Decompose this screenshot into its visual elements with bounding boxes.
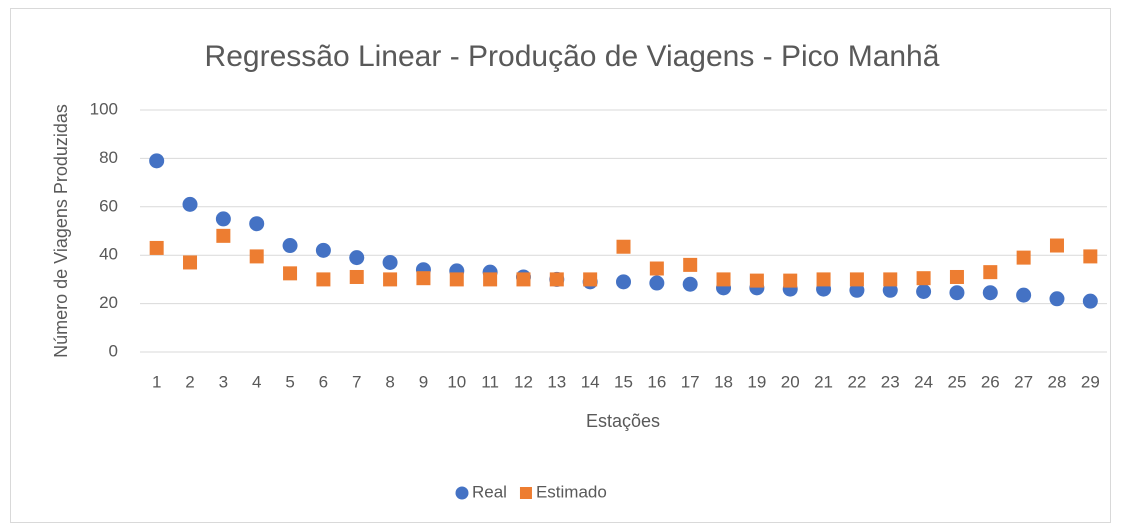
marker xyxy=(382,254,398,270)
marker xyxy=(1082,293,1098,309)
x-tick-label: 14 xyxy=(581,372,600,391)
x-tick-label: 25 xyxy=(947,372,966,391)
x-tick-label: 9 xyxy=(419,372,428,391)
x-tick-label: 8 xyxy=(385,372,394,391)
x-tick-label: 13 xyxy=(547,372,566,391)
x-tick-label: 11 xyxy=(481,372,499,391)
marker xyxy=(149,153,165,169)
marker xyxy=(849,272,864,287)
marker xyxy=(949,269,964,284)
legend-marker xyxy=(455,486,469,500)
marker xyxy=(483,272,498,287)
x-tick-label: 21 xyxy=(814,372,833,391)
x-tick-label: 1 xyxy=(152,372,161,391)
x-tick-label: 17 xyxy=(681,372,700,391)
marker xyxy=(449,272,464,287)
marker xyxy=(1016,250,1031,265)
marker xyxy=(682,276,698,292)
x-tick-label: 18 xyxy=(714,372,733,391)
x-axis-title: Estações xyxy=(586,411,660,431)
x-tick-label: 24 xyxy=(914,372,933,391)
x-tick-label: 2 xyxy=(185,372,194,391)
marker xyxy=(315,242,331,258)
marker xyxy=(649,261,664,276)
marker xyxy=(649,275,665,291)
x-tick-label: 19 xyxy=(747,372,766,391)
marker xyxy=(249,216,265,232)
x-tick-label: 3 xyxy=(219,372,228,391)
y-tick-label: 20 xyxy=(99,293,118,312)
x-tick-label: 5 xyxy=(285,372,294,391)
marker xyxy=(549,272,564,287)
marker xyxy=(616,274,631,290)
marker xyxy=(916,284,932,299)
y-tick-label: 0 xyxy=(109,341,118,360)
marker xyxy=(882,282,898,298)
x-tick-label: 20 xyxy=(781,372,800,391)
x-tick-label: 4 xyxy=(252,372,261,391)
marker xyxy=(949,285,965,301)
marker xyxy=(916,271,931,286)
x-tick-label: 7 xyxy=(352,372,361,391)
marker xyxy=(716,272,731,287)
x-tick-label: 23 xyxy=(881,372,900,391)
marker xyxy=(283,266,298,281)
marker xyxy=(416,271,431,286)
x-tick-label: 15 xyxy=(614,372,633,391)
legend-label: Real xyxy=(472,482,507,501)
legend-label: Estimado xyxy=(536,482,607,501)
marker xyxy=(849,282,865,298)
marker xyxy=(349,250,365,266)
marker xyxy=(282,238,298,254)
marker xyxy=(783,273,798,288)
marker xyxy=(883,272,898,287)
marker xyxy=(249,249,264,264)
marker xyxy=(616,239,631,254)
marker xyxy=(216,228,231,243)
marker xyxy=(183,255,198,270)
x-tick-label: 28 xyxy=(1048,372,1067,391)
y-tick-label: 80 xyxy=(99,148,118,167)
x-tick-label: 12 xyxy=(514,372,533,391)
chart-border xyxy=(10,8,1111,523)
legend-marker xyxy=(519,487,532,499)
x-tick-label: 16 xyxy=(647,372,666,391)
marker xyxy=(516,272,531,287)
x-tick-label: 6 xyxy=(319,372,328,391)
marker xyxy=(583,272,598,287)
x-tick-label: 26 xyxy=(981,372,1000,391)
x-tick-label: 29 xyxy=(1081,372,1100,391)
marker xyxy=(683,257,698,272)
marker xyxy=(749,273,764,288)
marker xyxy=(182,196,198,212)
marker xyxy=(983,265,998,280)
marker xyxy=(816,272,831,287)
marker xyxy=(982,285,998,301)
y-tick-label: 40 xyxy=(99,245,118,264)
y-tick-label: 100 xyxy=(90,99,118,118)
x-tick-label: 10 xyxy=(447,372,466,391)
x-tick-label: 27 xyxy=(1014,372,1033,391)
x-tick-label: 22 xyxy=(847,372,866,391)
marker xyxy=(349,269,364,284)
marker xyxy=(383,272,398,287)
y-axis-title: Número de Viagens Produzidas xyxy=(51,104,71,358)
marker xyxy=(316,272,331,287)
marker xyxy=(1049,291,1065,307)
marker xyxy=(1083,249,1098,264)
y-tick-label: 60 xyxy=(99,196,118,215)
marker xyxy=(1016,287,1032,303)
marker xyxy=(215,211,231,227)
marker xyxy=(149,240,164,255)
marker xyxy=(1049,238,1064,253)
chart-title: Regressão Linear - Produção de Viagens -… xyxy=(205,40,940,73)
